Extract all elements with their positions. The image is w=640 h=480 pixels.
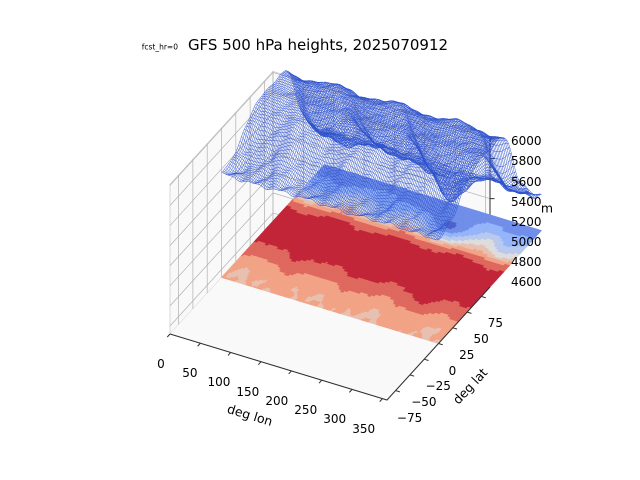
surface-plot-canvas [0, 0, 640, 480]
matplotlib-figure: fcst_hr=0 GFS 500 hPa heights, 202507091… [0, 0, 640, 480]
